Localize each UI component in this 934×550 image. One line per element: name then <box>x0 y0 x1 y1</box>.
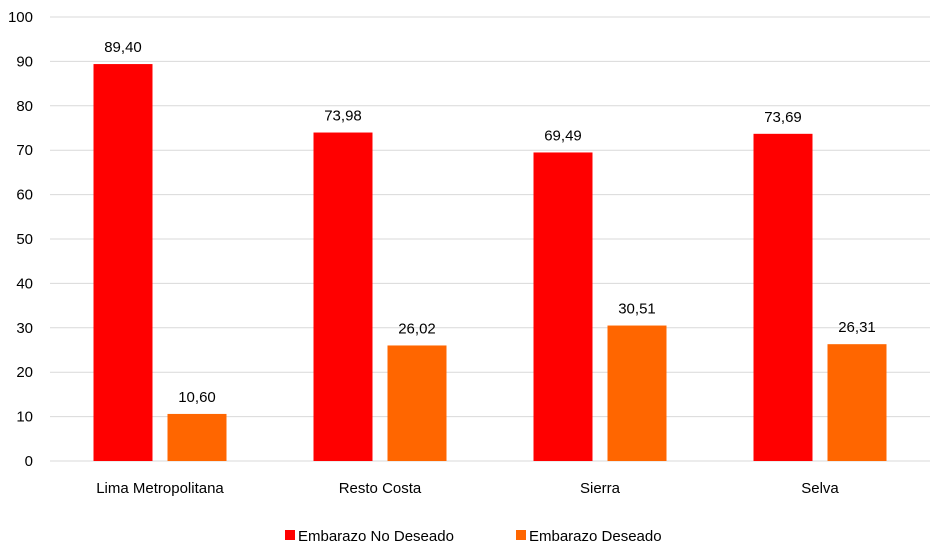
y-tick-label: 30 <box>16 320 33 337</box>
bar-deseado <box>607 325 667 461</box>
legend-label: Embarazo No Deseado <box>298 528 454 545</box>
data-label: 73,98 <box>324 108 362 125</box>
data-label: 89,40 <box>104 39 142 56</box>
y-tick-label: 0 <box>25 453 33 470</box>
data-label: 10,60 <box>178 389 216 406</box>
y-tick-label: 60 <box>16 187 33 204</box>
data-label: 30,51 <box>618 301 656 318</box>
bar-no-deseado <box>93 64 153 462</box>
y-tick-label: 100 <box>8 9 33 26</box>
bar-deseado <box>167 413 227 461</box>
bar-no-deseado <box>313 132 373 461</box>
legend-label: Embarazo Deseado <box>529 528 662 545</box>
y-axis-ticks: 0 10 20 30 40 50 60 70 80 90 100 <box>8 9 33 470</box>
legend-swatch <box>516 530 526 540</box>
x-axis-categories: Lima Metropolitana Resto Costa Sierra Selva <box>96 480 839 497</box>
data-label: 73,69 <box>764 109 802 126</box>
y-tick-label: 80 <box>16 98 33 115</box>
data-label: 26,31 <box>838 319 876 336</box>
x-category-label: Selva <box>801 480 839 497</box>
y-tick-label: 90 <box>16 53 33 70</box>
data-labels: 89,40 10,60 73,98 26,02 69,49 30,51 73,69 26,31 <box>104 39 876 406</box>
y-tick-label: 50 <box>16 231 33 248</box>
legend: Embarazo No Deseado Embarazo Deseado <box>285 528 662 545</box>
bar-no-deseado <box>533 152 593 461</box>
y-tick-label: 20 <box>16 364 33 381</box>
x-category-label: Lima Metropolitana <box>96 480 224 497</box>
legend-swatch <box>285 530 295 540</box>
bar-no-deseado <box>753 133 813 461</box>
y-tick-label: 70 <box>16 142 33 159</box>
bars <box>93 64 887 462</box>
y-tick-label: 40 <box>16 275 33 292</box>
y-tick-label: 10 <box>16 409 33 426</box>
x-category-label: Resto Costa <box>339 480 422 497</box>
bar-deseado <box>387 345 447 461</box>
data-label: 69,49 <box>544 127 582 144</box>
bar-deseado <box>827 344 887 461</box>
x-category-label: Sierra <box>580 480 621 497</box>
data-label: 26,02 <box>398 320 436 337</box>
